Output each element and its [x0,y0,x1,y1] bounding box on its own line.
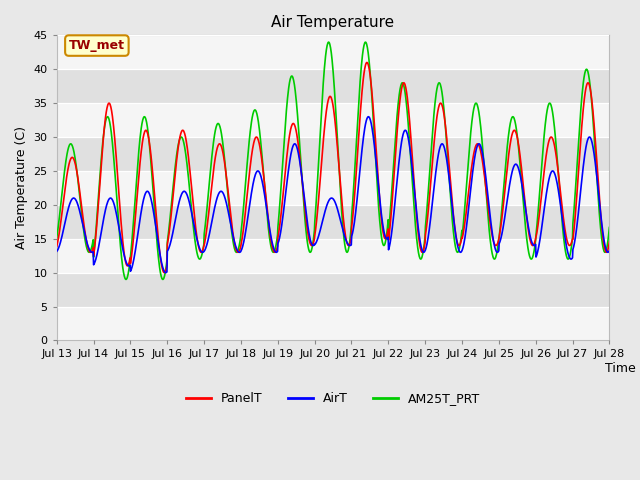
Text: TW_met: TW_met [69,39,125,52]
Bar [57,307,609,340]
Bar [57,171,609,205]
Bar [57,36,609,69]
X-axis label: Time: Time [605,362,636,375]
Title: Air Temperature: Air Temperature [271,15,395,30]
Bar [57,137,609,171]
Bar [57,103,609,137]
Bar [57,69,609,103]
Bar [57,205,609,239]
Bar [57,273,609,307]
Legend: PanelT, AirT, AM25T_PRT: PanelT, AirT, AM25T_PRT [181,387,485,410]
Y-axis label: Air Temperature (C): Air Temperature (C) [15,126,28,250]
Bar [57,239,609,273]
